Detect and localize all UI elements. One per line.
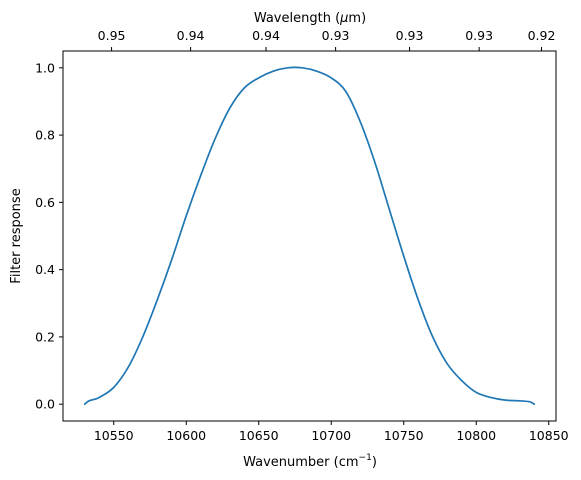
- top-tick-label: 0.94: [177, 28, 205, 43]
- x-tick-label: 10650: [239, 428, 279, 443]
- bottom-x-axis-ticks: 10550 10600 10650 10700 10750 10800 10850: [94, 421, 569, 443]
- x-tick-label: 10550: [94, 428, 134, 443]
- y-tick-label: 0.6: [35, 195, 55, 210]
- series-line: [83, 66, 536, 406]
- top-tick-label: 0.93: [465, 28, 493, 43]
- series-layer: [83, 66, 536, 406]
- y-axis-ticks: 0.0 0.2 0.4 0.6 0.8 1.0: [35, 60, 63, 412]
- plot-frame: [62, 50, 557, 422]
- top-x-axis-label: Wavelength (μm): [254, 11, 366, 26]
- top-tick-label: 0.95: [98, 28, 126, 43]
- y-tick-label: 0.4: [35, 262, 55, 277]
- y-tick-label: 0.0: [35, 397, 55, 412]
- x-tick-label: 10600: [166, 428, 206, 443]
- x-tick-label: 10700: [311, 428, 351, 443]
- top-tick-label: 0.94: [252, 28, 280, 43]
- top-x-axis-ticks: 0.95 0.94 0.94 0.93 0.93 0.93 0.92: [98, 28, 556, 51]
- top-tick-label: 0.93: [396, 28, 424, 43]
- top-tick-label: 0.93: [322, 28, 350, 43]
- y-tick-label: 0.8: [35, 128, 55, 143]
- x-tick-label: 10750: [384, 428, 424, 443]
- y-axis-label: Filter response: [9, 188, 24, 283]
- x-tick-label: 10800: [456, 428, 496, 443]
- y-tick-label: 1.0: [35, 60, 55, 75]
- y-tick-label: 0.2: [35, 329, 55, 344]
- x-axis-label: Wavenumber (cm−1): [243, 453, 377, 470]
- top-tick-label: 0.92: [528, 28, 556, 43]
- x-tick-label: 10850: [529, 428, 569, 443]
